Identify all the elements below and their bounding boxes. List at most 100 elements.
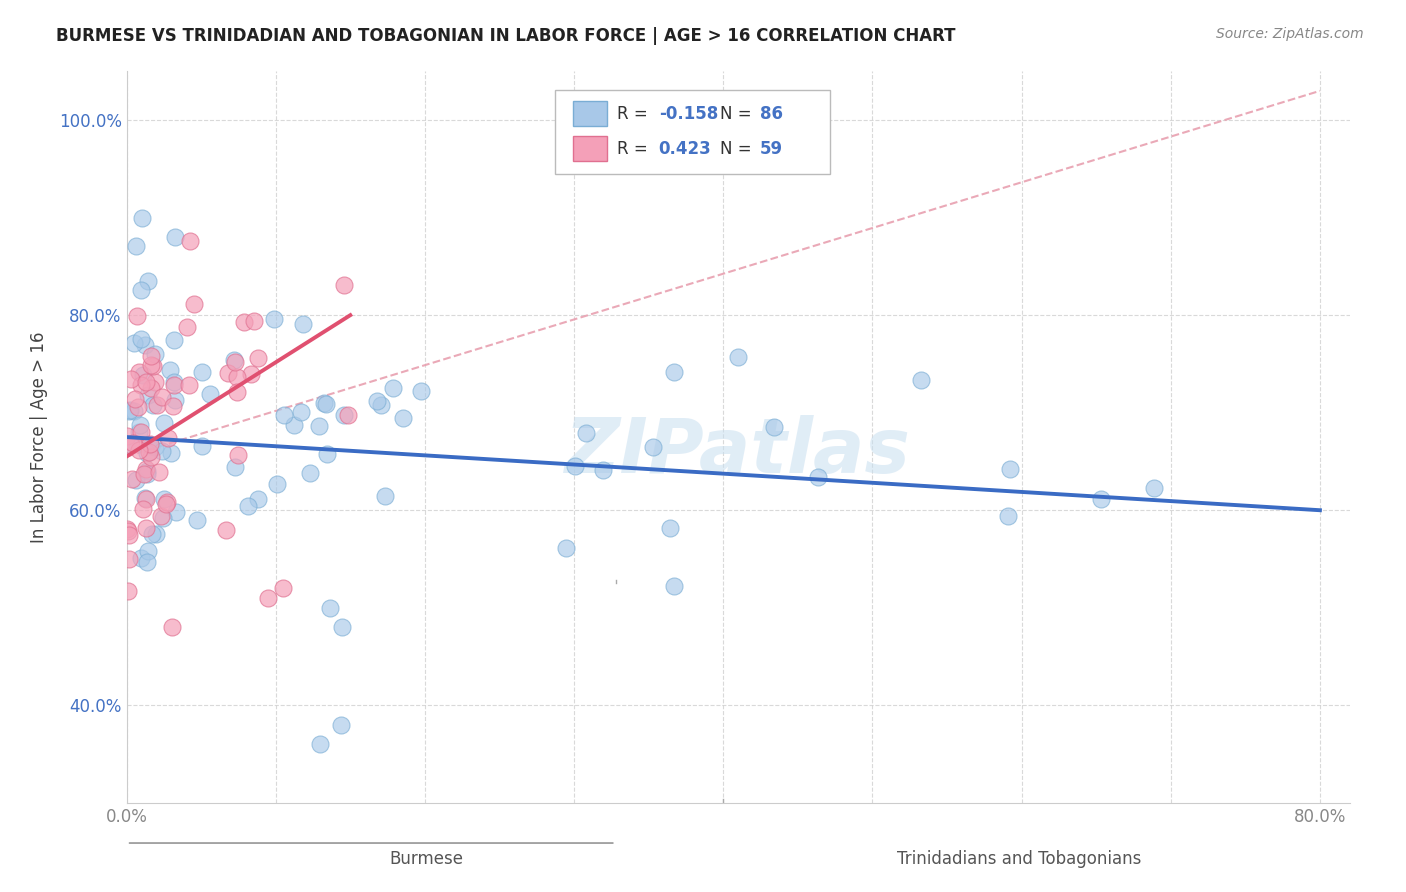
Point (117, 584, 139, 599)
Point (319, 600, 342, 615)
Point (555, 541, 578, 555)
Point (643, 440, 665, 454)
Point (159, 363, 181, 377)
Point (226, 384, 249, 399)
Point (120, 403, 142, 417)
Point (136, 464, 159, 478)
Point (273, 409, 295, 423)
Point (257, 591, 280, 605)
Point (129, 283, 152, 297)
Point (198, 386, 221, 401)
Text: R =: R = (617, 104, 652, 123)
Point (128, 365, 150, 379)
Point (807, 470, 830, 484)
Point (163, 377, 186, 392)
Point (135, 375, 157, 389)
Point (132, 502, 155, 516)
Point (127, 401, 149, 415)
Text: ZIPatlas: ZIPatlas (565, 415, 911, 489)
Point (330, 718, 353, 732)
Point (135, 492, 157, 507)
Point (129, 425, 152, 439)
Point (134, 491, 156, 505)
Point (162, 399, 184, 413)
Point (136, 467, 159, 481)
Point (226, 370, 249, 384)
Point (314, 396, 336, 410)
Point (141, 350, 163, 364)
Point (727, 350, 749, 364)
Point (292, 317, 315, 331)
Point (139, 358, 162, 372)
Point (124, 392, 146, 407)
Text: 86: 86 (761, 104, 783, 123)
Point (115, 522, 138, 536)
Point (998, 461, 1021, 475)
Point (117, 429, 139, 443)
Point (238, 499, 260, 513)
Point (370, 398, 392, 412)
FancyBboxPatch shape (574, 136, 607, 161)
Point (121, 472, 143, 486)
Point (163, 333, 186, 347)
Point (1090, 492, 1112, 507)
Point (191, 365, 214, 379)
Point (332, 278, 354, 293)
Point (148, 466, 170, 480)
Point (190, 439, 212, 453)
Point (382, 381, 405, 395)
Point (122, 403, 145, 417)
Point (128, 442, 150, 457)
Point (129, 332, 152, 346)
Point (228, 448, 250, 462)
Point (179, 234, 201, 248)
Point (163, 392, 186, 407)
Point (118, 552, 141, 566)
Point (176, 320, 198, 334)
Point (266, 477, 288, 491)
Point (411, 384, 433, 398)
Point (150, 509, 173, 524)
Point (136, 446, 159, 460)
Point (139, 438, 162, 452)
Point (315, 397, 337, 411)
Point (155, 497, 177, 511)
Point (120, 372, 142, 386)
Y-axis label: In Labor Force | Age > 16: In Labor Force | Age > 16 (30, 331, 48, 543)
Text: 0.423: 0.423 (658, 140, 711, 158)
Point (662, 579, 685, 593)
Point (333, 408, 356, 422)
Point (247, 492, 270, 507)
Point (283, 418, 305, 433)
Point (243, 314, 266, 328)
Point (139, 381, 162, 395)
Point (374, 489, 396, 503)
Point (118, 404, 141, 418)
Point (177, 378, 200, 392)
Point (592, 463, 614, 477)
Text: N =: N = (720, 140, 756, 158)
Point (366, 393, 388, 408)
Point (910, 373, 932, 387)
Point (136, 388, 159, 402)
Point (143, 375, 166, 389)
Point (132, 368, 155, 382)
Text: BURMESE VS TRINIDADIAN AND TOBAGONIAN IN LABOR FORCE | AGE > 16 CORRELATION CHAR: BURMESE VS TRINIDADIAN AND TOBAGONIAN IN… (56, 27, 956, 45)
Point (247, 351, 270, 366)
Text: Trinidadians and Tobagonians: Trinidadians and Tobagonians (897, 850, 1142, 868)
Point (215, 523, 238, 537)
Point (134, 338, 156, 352)
Point (141, 398, 163, 412)
Point (156, 495, 179, 509)
Text: Source: ZipAtlas.com: Source: ZipAtlas.com (1216, 27, 1364, 41)
Point (160, 446, 183, 460)
Point (224, 460, 246, 475)
Point (150, 390, 173, 404)
FancyBboxPatch shape (574, 102, 607, 126)
Text: 59: 59 (761, 140, 783, 158)
Point (157, 431, 180, 445)
Point (136, 544, 159, 558)
Point (128, 425, 150, 439)
Point (224, 354, 246, 368)
Point (145, 527, 167, 541)
